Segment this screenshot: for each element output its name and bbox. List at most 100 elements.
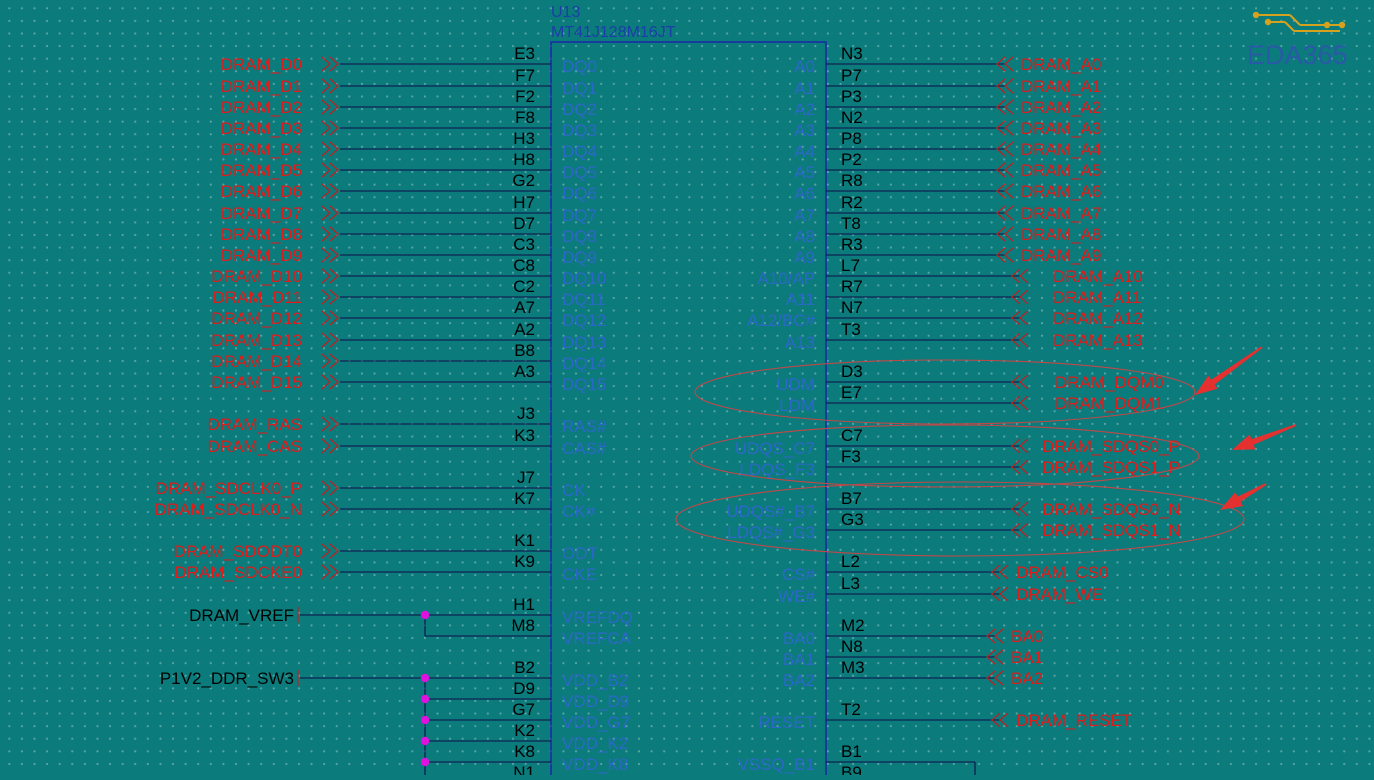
net-port-chevron [321,268,331,284]
net-port-chevron [1004,99,1014,115]
net-port-chevron [321,374,331,390]
pin-udm[interactable]: D3 UDM DRAM_DQM0 [776,362,1163,394]
pin-dq0[interactable]: E3 DQ0 DRAM_D0 [221,44,597,76]
net-port-chevron [1019,289,1029,305]
pin-odt[interactable]: K1 ODT DRAM_SDODT0 [174,531,598,563]
pin-dq5[interactable]: H8 DQ5 DRAM_D5 [221,150,597,182]
pin-number: P7 [841,66,862,85]
pin-ck-[interactable]: K7 CK# DRAM_SDCLK0_N [155,489,596,521]
pin-dq6[interactable]: G2 DQ6 DRAM_D6 [221,171,597,203]
pin-number: J7 [517,468,535,487]
pin-name: UDQS#_B7 [726,502,815,521]
pin-ldm[interactable]: E7 LDM DRAM_DQM1 [779,383,1164,415]
pin-ldqs-g3[interactable]: G3 LDQS#_G3 DRAM_SDQS1_N [727,510,1181,542]
pin-ldqs-f3[interactable]: F3 LDQS_F3 DRAM_SDQS1_P [739,447,1180,479]
pin-name: A11 [786,290,815,309]
pin-a9[interactable]: R3 A9 DRAM_A9 [794,235,1101,267]
pin-number: K7 [514,489,535,508]
pin-a2[interactable]: P3 A2 DRAM_A2 [794,87,1101,119]
ic-body[interactable] [550,41,827,780]
pin-ba0[interactable]: M2 BA0 BA0 [783,616,1043,648]
pin-vdd-b2[interactable]: B2 VDD_B2 P1V2_DDR_SW3 [160,658,628,690]
net-port-chevron [1004,247,1014,263]
pin-dq13[interactable]: A2 DQ13 DRAM_D13 [211,320,606,352]
pin-vrefca[interactable]: M8 VREFCA [425,616,632,648]
pin-a8[interactable]: T8 A8 DRAM_A8 [794,214,1101,246]
pin-number: G7 [512,700,535,719]
pin-dq9[interactable]: C3 DQ9 DRAM_D9 [221,235,597,267]
pin-dq4[interactable]: H3 DQ4 DRAM_D4 [221,129,597,161]
pin-name: DQ13 [562,333,606,352]
pin-udqs-b7[interactable]: B7 UDQS#_B7 DRAM_SDQS0_N [726,489,1181,521]
pin-number: N2 [841,108,863,127]
pin-dq2[interactable]: F2 DQ2 DRAM_D2 [221,87,597,119]
pin-dq14[interactable]: B8 DQ14 DRAM_D14 [211,341,606,373]
pin-number: B7 [841,489,862,508]
net-port-chevron [329,480,339,496]
pin-a6[interactable]: R8 A6 DRAM_A6 [794,171,1101,203]
net-label: DRAM_D2 [221,98,302,117]
net-port-chevron [1004,120,1014,136]
pin-vdd-k2[interactable]: K2 VDD_K2 [425,721,628,753]
net-label: DRAM_A13 [1053,331,1143,350]
pin-a5[interactable]: P2 A5 DRAM_A5 [794,150,1101,182]
pin-vrefdq[interactable]: H1 VREFDQ DRAM_VREF [189,595,633,627]
pin-vssq-b1[interactable]: B1 VSSQ_B1 [738,742,976,774]
pin-dq8[interactable]: D7 DQ8 DRAM_D8 [221,214,597,246]
pin-number: C2 [513,277,535,296]
pin-dq15[interactable]: A3 DQ15 DRAM_D15 [211,362,606,394]
pin-a4[interactable]: P8 A4 DRAM_A4 [794,129,1101,161]
pin-cas-[interactable]: K3 CAS# DRAM_CAS [208,426,607,458]
pin-ras-[interactable]: J3 RAS# DRAM_RAS [208,404,607,436]
pin-dq3[interactable]: F8 DQ3 DRAM_D3 [221,108,597,140]
pin-a11[interactable]: R7 A11 DRAM_A11 [786,277,1142,309]
pin-number: B2 [514,658,535,677]
pin-reset[interactable]: T2 RESET DRAM_RESET [758,700,1132,732]
pin-number: L2 [841,552,860,571]
pin-ba2[interactable]: M3 BA2 BA2 [783,658,1043,690]
pin-dq11[interactable]: C2 DQ11 DRAM_D11 [213,277,606,309]
net-port-chevron [996,56,1006,72]
junction-dot [420,694,430,704]
pin-cke[interactable]: K9 CKE DRAM_SDCKE0 [174,552,597,584]
pin-number: H1 [513,595,535,614]
pin-vdd-d9[interactable]: D9 VDD_D9 [425,679,629,711]
net-label: DRAM_D15 [211,373,302,392]
pin-number: T8 [841,214,861,233]
net-label: DRAM_A1 [1021,77,1101,96]
pin-cs-[interactable]: L2 CS# DRAM_CS0 [782,552,1109,584]
pin-ba1[interactable]: N8 BA1 BA1 [783,637,1043,669]
pin-udqs-c7[interactable]: C7 UDQS_C7 DRAM_SDQS0_P [735,426,1180,458]
pin-a3[interactable]: N2 A3 DRAM_A3 [794,108,1101,140]
pin-a12-bc-[interactable]: N7 A12/BC# DRAM_A12 [747,298,1143,330]
pin-n1[interactable]: N1 [425,763,551,780]
pin-a1[interactable]: P7 A1 DRAM_A1 [794,66,1101,98]
net-port-chevron [329,56,339,72]
pin-a0[interactable]: N3 A0 DRAM_A0 [794,44,1101,76]
net-port-chevron [1011,395,1021,411]
pin-vdd-g7[interactable]: G7 VDD_G7 [425,700,630,732]
pin-we-[interactable]: L3 WE# DRAM_WE [778,574,1103,606]
net-label: BA1 [1011,648,1043,667]
net-port-chevron [321,310,331,326]
pin-a7[interactable]: R2 A7 DRAM_A7 [794,193,1101,225]
net-port-chevron [1004,183,1014,199]
pin-name: A1 [794,79,815,98]
pin-a10-ap[interactable]: L7 A10/AP DRAM_A10 [757,256,1142,288]
pin-vdd-k8[interactable]: K8 VDD_K8 [425,742,628,774]
pin-dq12[interactable]: A7 DQ12 DRAM_D12 [211,298,606,330]
net-port-chevron [1019,395,1029,411]
pin-dq1[interactable]: F7 DQ1 DRAM_D1 [221,66,597,98]
pin-b9[interactable]: B9 [826,763,975,780]
pin-dq7[interactable]: H7 DQ7 DRAM_D7 [221,193,597,225]
pin-a13[interactable]: T3 A13 DRAM_A13 [785,320,1143,352]
pin-name: CKE [562,565,597,584]
net-label: DRAM_RAS [208,415,302,434]
pin-dq10[interactable]: C8 DQ10 DRAM_D10 [211,256,606,288]
net-port-chevron [321,247,331,263]
pin-ck[interactable]: J7 CK DRAM_SDCLK0_P [156,468,587,500]
net-port-chevron [321,416,331,432]
net-port-chevron [996,99,1006,115]
